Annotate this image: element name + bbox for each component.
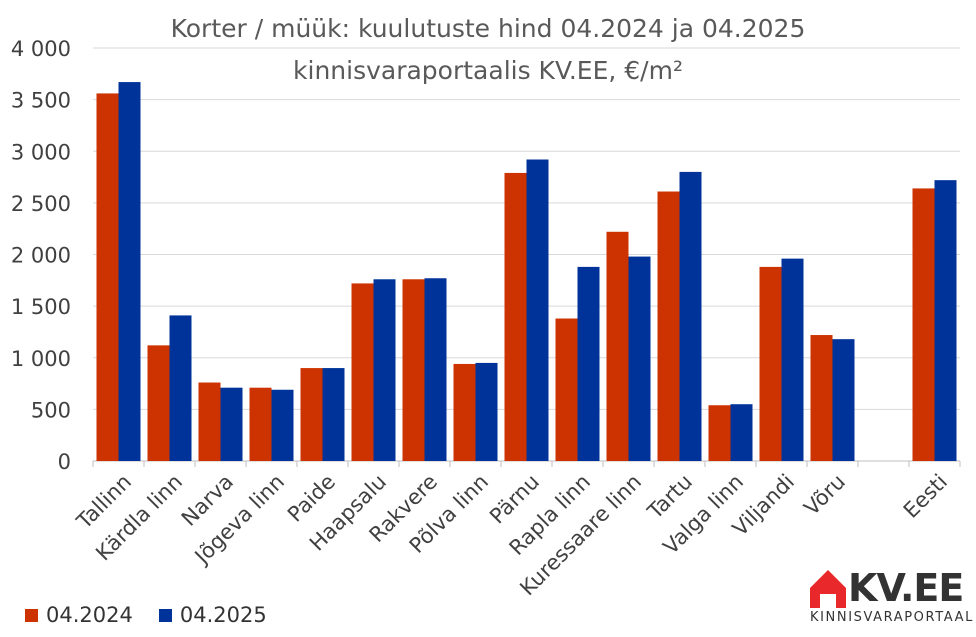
y-tick-label: 2 000 bbox=[11, 244, 71, 268]
legend-swatch-2024 bbox=[25, 608, 38, 622]
x-tick-label: Võru bbox=[799, 470, 850, 521]
y-tick-label: 3 500 bbox=[11, 89, 71, 113]
bar-04.2024 bbox=[759, 266, 782, 461]
bar-04.2024 bbox=[96, 93, 119, 462]
legend-label-2025: 04.2025 bbox=[179, 603, 267, 627]
legend: 04.2024 04.2025 bbox=[25, 603, 293, 627]
bar-04.2025 bbox=[781, 258, 804, 461]
legend-item-2025: 04.2025 bbox=[158, 603, 267, 627]
bar-04.2024 bbox=[606, 231, 629, 461]
bar-04.2025 bbox=[934, 180, 957, 461]
logo-name: KV.EE bbox=[848, 566, 964, 610]
bar-04.2024 bbox=[453, 363, 476, 461]
bar-04.2024 bbox=[402, 279, 425, 461]
bar-04.2025 bbox=[526, 159, 549, 461]
bar-04.2025 bbox=[118, 82, 141, 461]
legend-item-2024: 04.2024 bbox=[25, 603, 133, 627]
bar-04.2025 bbox=[424, 278, 447, 461]
y-tick-label: 3 000 bbox=[11, 140, 71, 164]
bar-04.2024 bbox=[657, 191, 680, 461]
bar-04.2024 bbox=[810, 335, 833, 461]
bar-04.2025 bbox=[577, 266, 600, 461]
bar-04.2025 bbox=[169, 315, 192, 461]
bar-04.2025 bbox=[832, 339, 855, 461]
y-tick-label: 4 000 bbox=[11, 37, 71, 61]
legend-swatch-2025 bbox=[158, 608, 172, 622]
y-tick-label: 1 500 bbox=[11, 295, 71, 319]
x-tick-label: Eesti bbox=[899, 470, 952, 523]
bar-04.2025 bbox=[271, 389, 294, 461]
bar-04.2024 bbox=[708, 405, 731, 461]
bar-04.2025 bbox=[220, 387, 243, 461]
chart-title: Korter / müük: kuulutuste hind 04.2024 j… bbox=[170, 14, 806, 43]
bar-04.2024 bbox=[555, 318, 578, 461]
bar-04.2024 bbox=[198, 382, 221, 461]
chart-subtitle: kinnisvaraportaalis KV.EE, €/m² bbox=[293, 56, 683, 85]
bar-04.2024 bbox=[351, 283, 374, 461]
bar-04.2024 bbox=[249, 387, 272, 461]
house-icon bbox=[810, 570, 846, 608]
logo-tagline: KINNISVARAPORTAAL bbox=[810, 610, 974, 625]
bar-04.2024 bbox=[504, 172, 527, 461]
bar-04.2024 bbox=[912, 188, 935, 462]
bar-04.2025 bbox=[322, 368, 345, 461]
y-tick-label: 500 bbox=[31, 398, 71, 422]
legend-label-2024: 04.2024 bbox=[46, 603, 133, 627]
bar-04.2025 bbox=[475, 362, 498, 461]
bar-04.2024 bbox=[147, 345, 170, 461]
kv-logo: KV.EE KINNISVARAPORTAAL bbox=[808, 566, 972, 628]
y-tick-label: 0 bbox=[58, 450, 71, 474]
bar-04.2025 bbox=[679, 171, 702, 461]
y-tick-label: 1 000 bbox=[11, 347, 71, 371]
bar-04.2025 bbox=[730, 404, 753, 461]
bar-04.2025 bbox=[373, 279, 396, 461]
bar-04.2025 bbox=[628, 256, 651, 461]
bar-04.2024 bbox=[300, 368, 323, 461]
y-tick-label: 2 500 bbox=[11, 192, 71, 216]
